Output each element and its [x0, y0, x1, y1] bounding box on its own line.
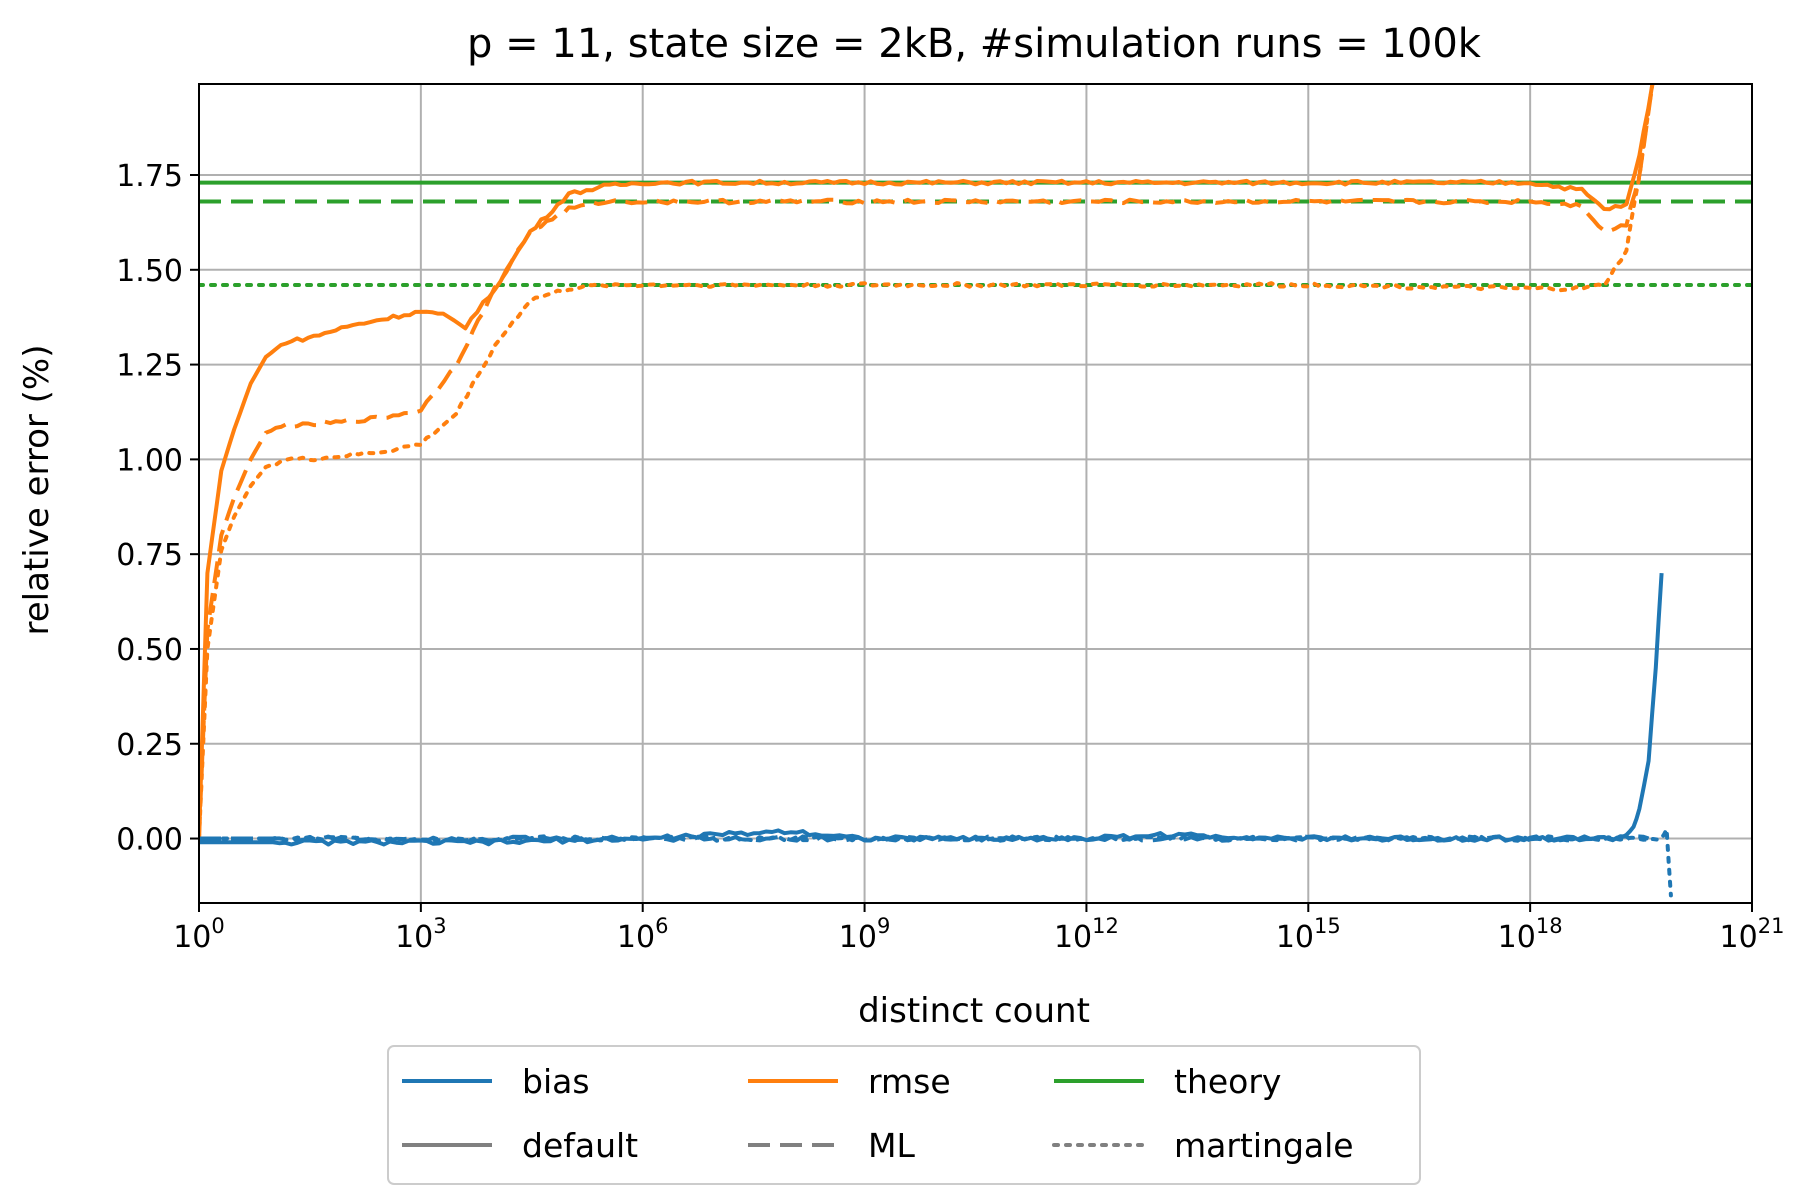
- x-tick-label: 1018: [1498, 914, 1563, 955]
- series-rmse-martingale: [199, 84, 1655, 841]
- legend-label-ml: ML: [868, 1126, 915, 1165]
- y-axis-label: relative error (%): [17, 344, 57, 635]
- x-tick-base: 10: [1054, 920, 1092, 955]
- x-tick-exponent: 6: [655, 914, 668, 938]
- x-tick-base: 10: [1720, 920, 1758, 955]
- x-tick-label: 103: [395, 914, 447, 955]
- legend-box: [387, 1045, 1421, 1185]
- chart-title: p = 11, state size = 2kB, #simulation ru…: [467, 21, 1482, 67]
- legend-label-martingale: martingale: [1174, 1126, 1354, 1165]
- x-tick-exponent: 3: [433, 914, 446, 938]
- x-tick-base: 10: [173, 920, 211, 955]
- x-tick-exponent: 21: [1758, 914, 1785, 938]
- plot-frame: [198, 83, 1753, 904]
- legend: bias rmse theory default ML martingale: [387, 1045, 1421, 1185]
- x-tick-exponent: 0: [211, 914, 224, 938]
- y-tick-label: 1.75: [116, 159, 183, 194]
- y-tick-label: 0.25: [116, 728, 183, 763]
- x-tick-base: 10: [1498, 920, 1536, 955]
- legend-label-default: default: [522, 1126, 638, 1165]
- x-tick-exponent: 15: [1314, 914, 1341, 938]
- x-tick-exponent: 9: [877, 914, 890, 938]
- y-tick-label: 0.50: [116, 633, 183, 668]
- x-tick-label: 106: [617, 914, 669, 955]
- x-tick-base: 10: [617, 920, 655, 955]
- y-tick-label: 1.00: [116, 443, 183, 478]
- x-tick-base: 10: [395, 920, 433, 955]
- series-rmse-default: [199, 84, 1655, 839]
- x-tick-label: 109: [839, 914, 891, 955]
- legend-label-theory: theory: [1174, 1062, 1281, 1101]
- x-axis: 100 103 106 109 1012 1015 1018 1021: [173, 903, 1784, 955]
- x-tick-exponent: 18: [1536, 914, 1563, 938]
- x-tick-exponent: 12: [1092, 914, 1119, 938]
- y-tick-label: 1.25: [116, 349, 183, 384]
- y-tick-label: 0.75: [116, 538, 183, 573]
- y-tick-label: 1.50: [116, 254, 183, 289]
- y-axis: 0.00 0.25 0.50 0.75 1.00 1.25 1.50 1.75: [116, 159, 199, 858]
- x-tick-label: 100: [173, 914, 225, 955]
- series-bias-martingale: [199, 827, 1673, 898]
- series-layer: [199, 84, 1752, 898]
- y-tick-label: 0.00: [116, 823, 183, 858]
- x-axis-label: distinct count: [858, 991, 1090, 1031]
- x-tick-base: 10: [1276, 920, 1314, 955]
- x-tick-base: 10: [839, 920, 877, 955]
- series-rmse-ML: [199, 84, 1655, 839]
- x-tick-label: 1015: [1276, 914, 1341, 955]
- x-tick-label: 1021: [1720, 914, 1785, 955]
- legend-label-bias: bias: [522, 1062, 590, 1101]
- legend-label-rmse: rmse: [868, 1062, 951, 1101]
- x-tick-label: 1012: [1054, 914, 1119, 955]
